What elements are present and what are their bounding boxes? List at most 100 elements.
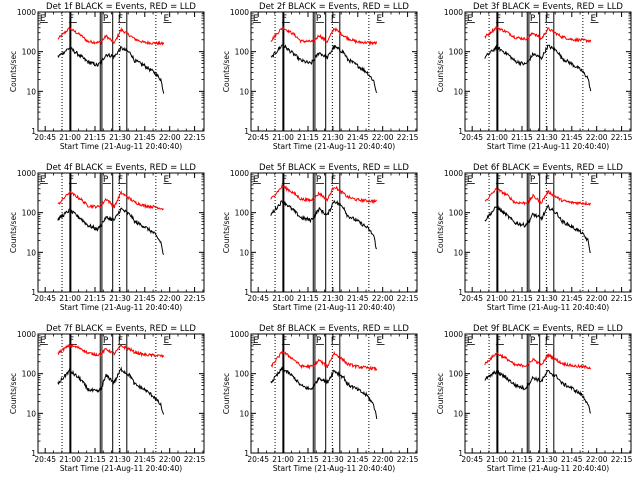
y-axis-label: Counts/sec (436, 212, 445, 253)
events-series-line (484, 369, 592, 414)
x-tick-label: 21:45 (561, 133, 583, 142)
y-tick-label: 1 (244, 127, 249, 136)
x-tick-label: 21:45 (134, 294, 156, 303)
marker-f: F (69, 336, 74, 346)
x-tick-label: 22:00 (159, 294, 181, 303)
events-series-line (270, 44, 378, 93)
marker-e: E (467, 336, 473, 346)
panel-title: Det 6f BLACK = Events, RED = LLD (473, 163, 623, 173)
x-tick-label: 22:15 (184, 133, 206, 142)
x-tick-label: 22:15 (184, 294, 206, 303)
x-tick-label: 21:45 (347, 133, 369, 142)
marker-e: E (467, 14, 473, 24)
marker-e: E (377, 336, 383, 346)
lld-series-line (484, 188, 592, 207)
y-tick-label: 100 (22, 209, 37, 218)
x-axis-label: Start Time (21-Aug-11 20:40:40) (273, 303, 395, 312)
marker-f: F (118, 336, 123, 346)
panel-title: Det 8f BLACK = Events, RED = LLD (259, 324, 409, 334)
events-series-line (57, 366, 165, 415)
plot-frame (464, 172, 632, 293)
plot-frame (464, 11, 632, 132)
marker-f: F (118, 14, 123, 24)
y-tick-label: 100 (22, 370, 37, 379)
plot-frame (37, 172, 205, 293)
marker-e: E (40, 336, 46, 346)
marker-e: E (40, 14, 46, 24)
y-tick-label: 10 (26, 409, 36, 418)
marker-f: F (496, 14, 501, 24)
y-tick-label: 1 (31, 127, 36, 136)
marker-f: F (496, 336, 501, 346)
x-tick-label: 21:15 (84, 455, 106, 464)
x-tick-label: 21:30 (322, 455, 344, 464)
y-tick-label: 1000 (444, 330, 463, 339)
marker-f: F (282, 14, 287, 24)
lld-series-line (57, 190, 164, 211)
x-tick-label: 21:00 (272, 294, 294, 303)
y-tick-label: 1 (244, 449, 249, 458)
x-tick-label: 21:30 (109, 294, 131, 303)
marker-f: F (118, 175, 123, 185)
plot-frame (250, 333, 418, 454)
panel-4: Det 4f BLACK = Events, RED = LLD 1 10 100 10… (9, 163, 206, 312)
x-tick-label: 21:15 (297, 294, 319, 303)
marker-p: P (103, 175, 109, 185)
x-tick-label: 22:00 (159, 455, 181, 464)
marker-f: F (331, 336, 336, 346)
x-tick-label: 20:45 (34, 455, 56, 464)
marker-e: E (377, 14, 383, 24)
x-tick-label: 21:15 (511, 133, 533, 142)
x-tick-label: 21:45 (561, 455, 583, 464)
x-tick-label: 22:00 (586, 455, 608, 464)
y-tick-label: 10 (453, 87, 463, 96)
marker-e: E (591, 336, 597, 346)
x-tick-label: 21:00 (59, 133, 81, 142)
x-tick-label: 21:45 (134, 455, 156, 464)
y-tick-label: 1 (458, 127, 463, 136)
x-tick-label: 22:00 (159, 133, 181, 142)
y-tick-label: 1000 (444, 169, 463, 178)
x-tick-label: 21:45 (134, 133, 156, 142)
y-axis-label: Counts/sec (9, 212, 18, 253)
x-axis-label: Start Time (21-Aug-11 20:40:40) (60, 464, 182, 473)
x-tick-label: 21:00 (486, 133, 508, 142)
marker-p: P (103, 336, 109, 346)
marker-e: E (467, 175, 473, 185)
y-tick-label: 100 (449, 209, 464, 218)
x-tick-label: 21:00 (272, 455, 294, 464)
panel-2: Det 2f BLACK = Events, RED = LLD 1 10 100 10… (222, 2, 419, 151)
x-tick-label: 21:00 (486, 294, 508, 303)
x-tick-label: 22:15 (611, 455, 633, 464)
y-tick-label: 100 (22, 48, 37, 57)
marker-e: E (591, 175, 597, 185)
events-series-line (57, 207, 165, 255)
y-tick-label: 1000 (17, 8, 36, 17)
x-tick-label: 21:30 (109, 455, 131, 464)
marker-p: P (316, 175, 322, 185)
marker-p: P (530, 336, 536, 346)
x-tick-label: 21:15 (84, 294, 106, 303)
y-tick-label: 1 (31, 288, 36, 297)
x-tick-label: 20:45 (247, 133, 269, 142)
marker-f: F (545, 336, 550, 346)
panel-title: Det 2f BLACK = Events, RED = LLD (259, 2, 409, 12)
x-tick-label: 22:00 (372, 294, 394, 303)
y-tick-label: 10 (26, 87, 36, 96)
events-series-line (270, 366, 378, 419)
y-axis-label: Counts/sec (222, 373, 231, 414)
marker-p: P (316, 14, 322, 24)
x-tick-label: 22:15 (397, 294, 419, 303)
x-tick-label: 21:15 (511, 455, 533, 464)
marker-f: F (282, 336, 287, 346)
marker-e: E (253, 14, 259, 24)
lld-series-line (484, 351, 591, 370)
y-tick-label: 1 (458, 288, 463, 297)
marker-f: F (69, 14, 74, 24)
x-tick-label: 20:45 (461, 294, 483, 303)
y-tick-label: 1 (458, 449, 463, 458)
marker-f: F (496, 175, 501, 185)
x-tick-label: 21:15 (297, 133, 319, 142)
lld-series-line (57, 26, 165, 46)
events-series-line (57, 45, 165, 94)
